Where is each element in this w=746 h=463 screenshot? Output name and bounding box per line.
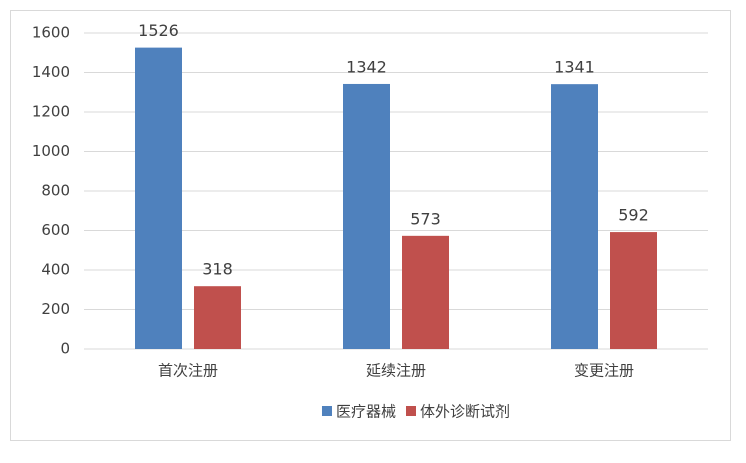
bar xyxy=(343,83,390,349)
y-tick-label: 1400 xyxy=(32,63,70,81)
data-label: 1341 xyxy=(554,58,595,77)
data-label: 318 xyxy=(202,260,233,279)
y-tick-label: 0 xyxy=(60,340,70,358)
bar xyxy=(135,47,182,350)
bar xyxy=(402,235,449,349)
legend-label: 体外诊断试剂 xyxy=(420,403,510,421)
y-tick-label: 800 xyxy=(41,182,70,200)
data-label: 1342 xyxy=(346,57,387,76)
x-tick-label: 变更注册 xyxy=(574,362,634,380)
bar xyxy=(551,84,598,349)
bar xyxy=(610,232,657,349)
data-label: 1526 xyxy=(138,21,179,40)
bar xyxy=(194,286,241,349)
y-tick-label: 400 xyxy=(41,261,70,279)
data-label: 573 xyxy=(410,209,441,228)
data-label: 592 xyxy=(618,206,649,225)
x-tick-label: 延续注册 xyxy=(366,362,426,380)
x-tick-label: 首次注册 xyxy=(158,362,218,380)
y-tick-label: 1600 xyxy=(32,24,70,42)
y-tick-label: 1000 xyxy=(32,142,70,160)
legend-swatch xyxy=(406,406,416,416)
y-tick-label: 1200 xyxy=(32,103,70,121)
y-tick-label: 200 xyxy=(41,300,70,318)
legend-label: 医疗器械 xyxy=(336,403,396,421)
y-tick-label: 600 xyxy=(41,221,70,239)
legend-swatch xyxy=(321,406,332,416)
